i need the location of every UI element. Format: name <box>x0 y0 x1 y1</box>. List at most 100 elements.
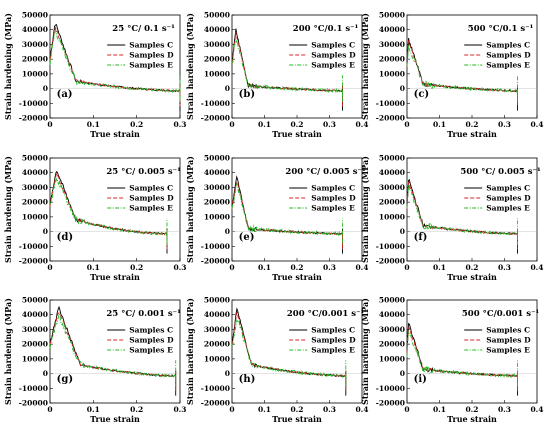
y-tick-label: 0 <box>400 227 405 236</box>
x-tick-label: 0.2 <box>130 263 143 272</box>
y-tick-label: 10000 <box>22 212 48 221</box>
y-tick-label: 20000 <box>379 198 405 207</box>
y-tick-label: -10000 <box>19 99 48 108</box>
y-tick-label: 40000 <box>379 310 405 319</box>
y-tick-label: 50000 <box>204 154 230 163</box>
y-tick-label: 50000 <box>22 154 48 163</box>
x-tick-label: 0.1 <box>258 405 271 414</box>
plot-area <box>231 299 363 404</box>
legend-entry: Samples C <box>486 184 530 193</box>
series-line-e <box>231 319 347 387</box>
y-axis-label: Strain hardening (MPa) <box>3 298 13 405</box>
x-tick-label: 0.4 <box>530 263 543 272</box>
legend-entry: Samples E <box>311 61 355 70</box>
x-axis-label: True strain <box>90 272 140 282</box>
y-tick-label: 0 <box>400 369 405 378</box>
plot-area <box>406 157 538 262</box>
x-tick-label: 0.2 <box>465 120 478 129</box>
x-tick-label: 0 <box>404 263 409 272</box>
y-tick-label: 50000 <box>379 154 405 163</box>
y-tick-label: 30000 <box>22 40 48 49</box>
legend-entry: Samples D <box>311 194 356 203</box>
x-tick-label: 0 <box>47 405 52 414</box>
series-line-e <box>49 312 177 387</box>
y-tick-label: 10000 <box>204 212 230 221</box>
legend-entry: Samples E <box>129 204 173 213</box>
y-tick-label: -10000 <box>201 99 230 108</box>
x-tick-label: 0 <box>404 120 409 129</box>
series-line-e <box>49 28 181 102</box>
x-tick-label: 0.2 <box>130 120 143 129</box>
y-tick-label: -10000 <box>19 242 48 251</box>
x-axis-label: True strain <box>272 129 322 139</box>
legend-entry: Samples C <box>311 326 355 335</box>
y-tick-label: 30000 <box>204 40 230 49</box>
y-tick-label: -20000 <box>201 399 230 408</box>
x-tick-label: 0.3 <box>323 120 336 129</box>
x-tick-label: 0.4 <box>530 120 543 129</box>
legend-entry: Samples D <box>311 51 356 60</box>
x-axis-label: True strain <box>447 272 497 282</box>
y-tick-label: -10000 <box>201 384 230 393</box>
condition-label: 200 °C/0.1 s⁻¹ <box>293 24 359 34</box>
x-axis-label: True strain <box>90 414 140 424</box>
panel-letter: (f) <box>414 232 428 243</box>
x-tick-label: 0.3 <box>323 405 336 414</box>
y-tick-label: 10000 <box>204 69 230 78</box>
y-tick-label: 50000 <box>379 296 405 305</box>
y-tick-label: -10000 <box>376 242 405 251</box>
x-tick-label: 0.1 <box>433 263 446 272</box>
y-tick-label: 20000 <box>204 340 230 349</box>
panel-letter: (a) <box>57 89 73 100</box>
legend-entry: Samples E <box>311 346 355 355</box>
legend-entry: Samples E <box>486 346 530 355</box>
y-axis-label: Strain hardening (MPa) <box>185 13 195 120</box>
x-axis-label: True strain <box>447 129 497 139</box>
legend-entry: Samples E <box>486 61 530 70</box>
legend-entry: Samples D <box>486 194 531 203</box>
y-tick-label: 40000 <box>204 168 230 177</box>
panel-letter: (h) <box>239 374 256 385</box>
condition-label: 200 °C/ 0.005 s⁻¹ <box>285 167 366 177</box>
legend-entry: Samples C <box>129 326 173 335</box>
legend-entry: Samples C <box>486 41 530 50</box>
x-tick-label: 0.1 <box>87 263 100 272</box>
y-tick-label: 20000 <box>22 340 48 349</box>
y-tick-label: -20000 <box>376 399 405 408</box>
legend-entry: Samples D <box>129 194 174 203</box>
x-axis-label: True strain <box>90 129 140 139</box>
y-tick-label: 30000 <box>22 183 48 192</box>
condition-label: 25 °C/ 0.001 s⁻¹ <box>106 309 181 319</box>
series-line-d <box>49 26 181 107</box>
y-tick-label: 50000 <box>379 11 405 20</box>
plot-area <box>231 157 363 262</box>
x-tick-label: 0.3 <box>498 405 511 414</box>
y-tick-label: 50000 <box>22 11 48 20</box>
y-tick-label: 10000 <box>22 354 48 363</box>
y-tick-label: 0 <box>43 369 48 378</box>
x-tick-label: 0.3 <box>498 120 511 129</box>
legend-entry: Samples D <box>129 51 174 60</box>
panel-b: -20000 -10000 0 10000 20000 30000 40000 50000 0 0… <box>185 11 369 140</box>
y-tick-label: -20000 <box>201 114 230 123</box>
series-line-e <box>406 184 518 245</box>
y-tick-label: 0 <box>43 84 48 93</box>
plot-area <box>406 299 538 404</box>
x-tick-label: 0.2 <box>290 405 303 414</box>
y-tick-label: 40000 <box>379 25 405 34</box>
x-axis-label: True strain <box>272 414 322 424</box>
y-tick-label: 40000 <box>22 168 48 177</box>
y-tick-label: 0 <box>225 84 230 93</box>
legend-entry: Samples C <box>129 41 173 50</box>
legend-entry: Samples E <box>129 61 173 70</box>
y-tick-label: 30000 <box>379 40 405 49</box>
y-tick-label: 10000 <box>379 354 405 363</box>
x-tick-label: 0.3 <box>323 263 336 272</box>
y-tick-label: 0 <box>400 84 405 93</box>
panel-d: -20000 -10000 0 10000 20000 30000 40000 50000 0 0… <box>3 154 187 283</box>
y-axis-label: Strain hardening (MPa) <box>3 13 13 120</box>
y-tick-label: 40000 <box>22 25 48 34</box>
condition-label: 25 °C/ 0.005 s⁻¹ <box>106 167 181 177</box>
x-tick-label: 0.4 <box>355 120 368 129</box>
x-tick-label: 0.1 <box>258 120 271 129</box>
